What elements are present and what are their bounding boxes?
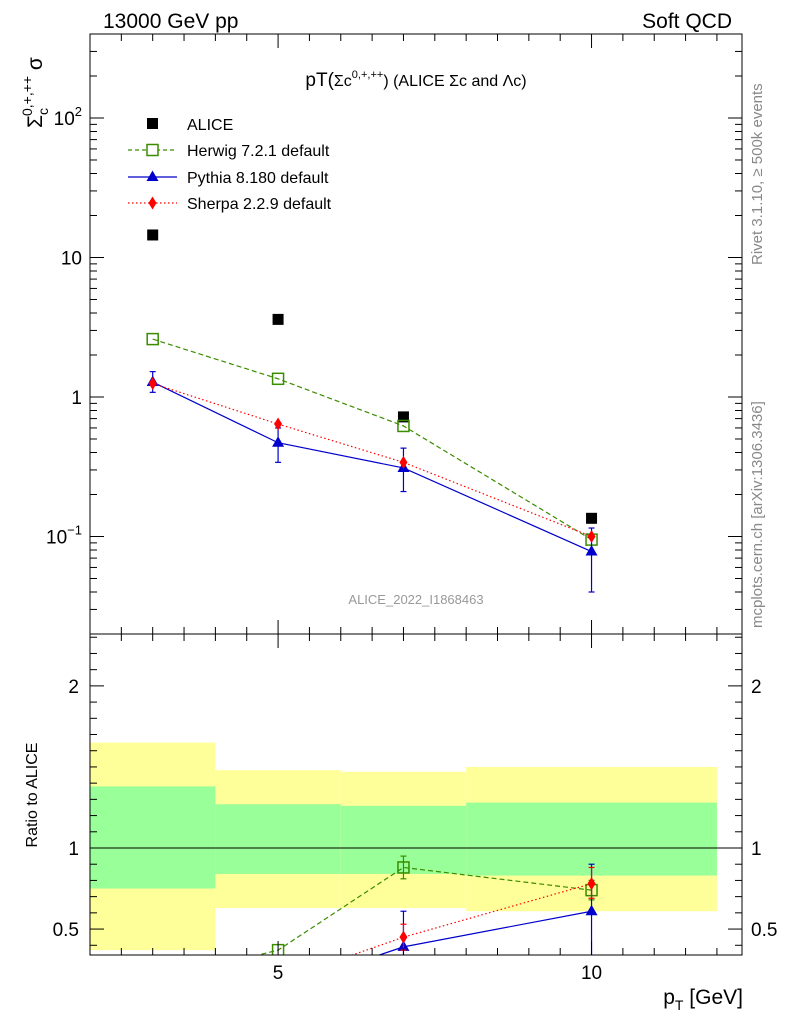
main-data-point-0: [147, 229, 159, 241]
ratio-data-point-1: [585, 904, 598, 916]
x-tick-label: 5: [273, 963, 284, 984]
ratio-data-point-2: [587, 877, 596, 891]
main-data-point-1: [397, 419, 410, 433]
ratio-data-layer: [147, 855, 598, 1002]
plot-title-main: pT(: [305, 70, 334, 91]
ratio-plot-frame: [89, 633, 743, 956]
main-data-point-3: [274, 417, 283, 431]
ratio-series-line-1: [377, 910, 592, 955]
ratio-y-axis-label: Ratio to ALICE: [24, 743, 41, 848]
legend-item-herwig: Herwig 7.2.1 default: [128, 143, 330, 160]
main-data-point-0: [586, 512, 598, 524]
main-y-axis-label: Σc0,+,++ σ: [19, 57, 51, 128]
main-data-point-0: [397, 411, 409, 423]
main-y-tick-label-base: 1: [71, 388, 82, 409]
legend-item-alice: ALICE: [147, 117, 233, 134]
main-series-line-1: [152, 338, 592, 541]
x-label-rest: [GeV]: [683, 986, 743, 1009]
header-energy-label: 13000 GeV pp: [103, 10, 238, 33]
ratio-data-point-0: [147, 975, 158, 986]
plot-title-symbol: Σc: [334, 73, 352, 90]
main-data-point-3: [587, 529, 596, 543]
ratio-ticks: [89, 634, 742, 955]
main-ticks: [89, 33, 742, 635]
plot-title-charges: 0,+,++: [352, 69, 384, 81]
ratio-data-point-2: [399, 930, 408, 944]
legend-marker-herwig: [146, 143, 159, 157]
main-data-layer: [146, 229, 598, 593]
ratio-band-inner: [466, 802, 717, 876]
legend-item-pythia: Pythia 8.180 default: [128, 170, 329, 187]
main-y-tick-label-base: 10: [46, 527, 67, 548]
main-y-tick-label-base: 10: [61, 248, 82, 269]
x-axis-label: pT [GeV]: [663, 986, 743, 1013]
main-data-point-3: [399, 455, 408, 469]
y-label-base: Σ: [24, 115, 47, 128]
main-data-point-1: [146, 332, 159, 346]
main-data-point-1: [271, 372, 285, 386]
legend-label-sherpa: Sherpa 2.2.9 default: [187, 196, 332, 213]
plot-title: pT(Σc0,+,++) (ALICE Σc and Λc): [305, 69, 526, 91]
rivet-version-label: Rivet 3.1.10, ≥ 500k events: [749, 83, 766, 265]
ratio-band-inner: [215, 804, 341, 874]
x-tick-label: 10: [581, 963, 602, 984]
main-y-tick-label-base: 10: [54, 109, 75, 130]
main-y-tick-label: 10: [61, 248, 82, 269]
ratio-series-line-0: [255, 866, 592, 955]
main-plot-watermark: ALICE_2022_I1868463: [348, 592, 483, 607]
ratio-band-inner: [90, 786, 216, 889]
ratio-y-tick-label-right: 2: [751, 677, 762, 698]
main-y-tick-label: 1: [71, 388, 82, 409]
ratio-y-tick-label-left: 1: [68, 839, 79, 860]
header-process-label: Soft QCD: [642, 10, 732, 33]
legend-marker-pythia: [146, 170, 159, 181]
main-series-line-2: [152, 381, 592, 553]
main-y-tick-label: 102: [54, 104, 82, 130]
x-label-base: p: [663, 986, 675, 1009]
ratio-uncertainty-bands: [90, 742, 717, 951]
main-data-point-0: [272, 313, 284, 325]
main-y-tick-label-exponent: 2: [75, 104, 82, 119]
legend-item-sherpa: Sherpa 2.2.9 default: [128, 196, 332, 213]
y-label-rest: σ: [24, 57, 47, 76]
main-series-line-3: [152, 382, 592, 538]
y-label-sub: c: [35, 108, 51, 115]
legend-label-herwig: Herwig 7.2.1 default: [187, 143, 330, 160]
legend-label-pythia: Pythia 8.180 default: [187, 170, 329, 187]
plot-title-rest: ) (ALICE Σc and Λc): [383, 73, 526, 90]
main-y-tick-label-exponent: −1: [67, 522, 82, 537]
ratio-data-point-0: [397, 861, 410, 874]
legend: ALICE Herwig 7.2.1 default Pythia 8.180 …: [128, 117, 332, 213]
ratio-tick-labels: 0.5 0.5 1 1 2 2 5 10: [53, 677, 778, 984]
ratio-panel: 0.5 0.5 1 1 2 2 5 10 Ratio to ALICE pT [GeV]: [24, 633, 778, 1013]
ratio-data-point-1: [147, 989, 159, 1000]
ratio-data-point-2: [149, 989, 157, 1002]
ratio-series-line-2: [350, 883, 592, 955]
legend-marker-alice: [147, 118, 158, 129]
ratio-y-tick-label-right: 1: [751, 839, 762, 860]
ratio-y-tick-label-right: 0.5: [751, 920, 777, 941]
y-label-sup: 0,+,++: [19, 76, 35, 116]
ratio-data-point-1: [272, 983, 284, 994]
x-label-sub: T: [675, 997, 684, 1013]
ratio-y-tick-label-left: 2: [68, 677, 79, 698]
main-data-point-2: [272, 436, 285, 447]
main-data-point-2: [585, 545, 598, 556]
mcplots-reference-label: mcplots.cern.ch [arXiv:1306.3436]: [749, 401, 766, 628]
main-y-tick-label: 10−1: [46, 522, 82, 548]
ratio-y-tick-label-left: 0.5: [53, 920, 79, 941]
legend-marker-sherpa: [148, 196, 157, 210]
main-data-point-3: [148, 376, 157, 390]
legend-label-alice: ALICE: [187, 117, 233, 134]
